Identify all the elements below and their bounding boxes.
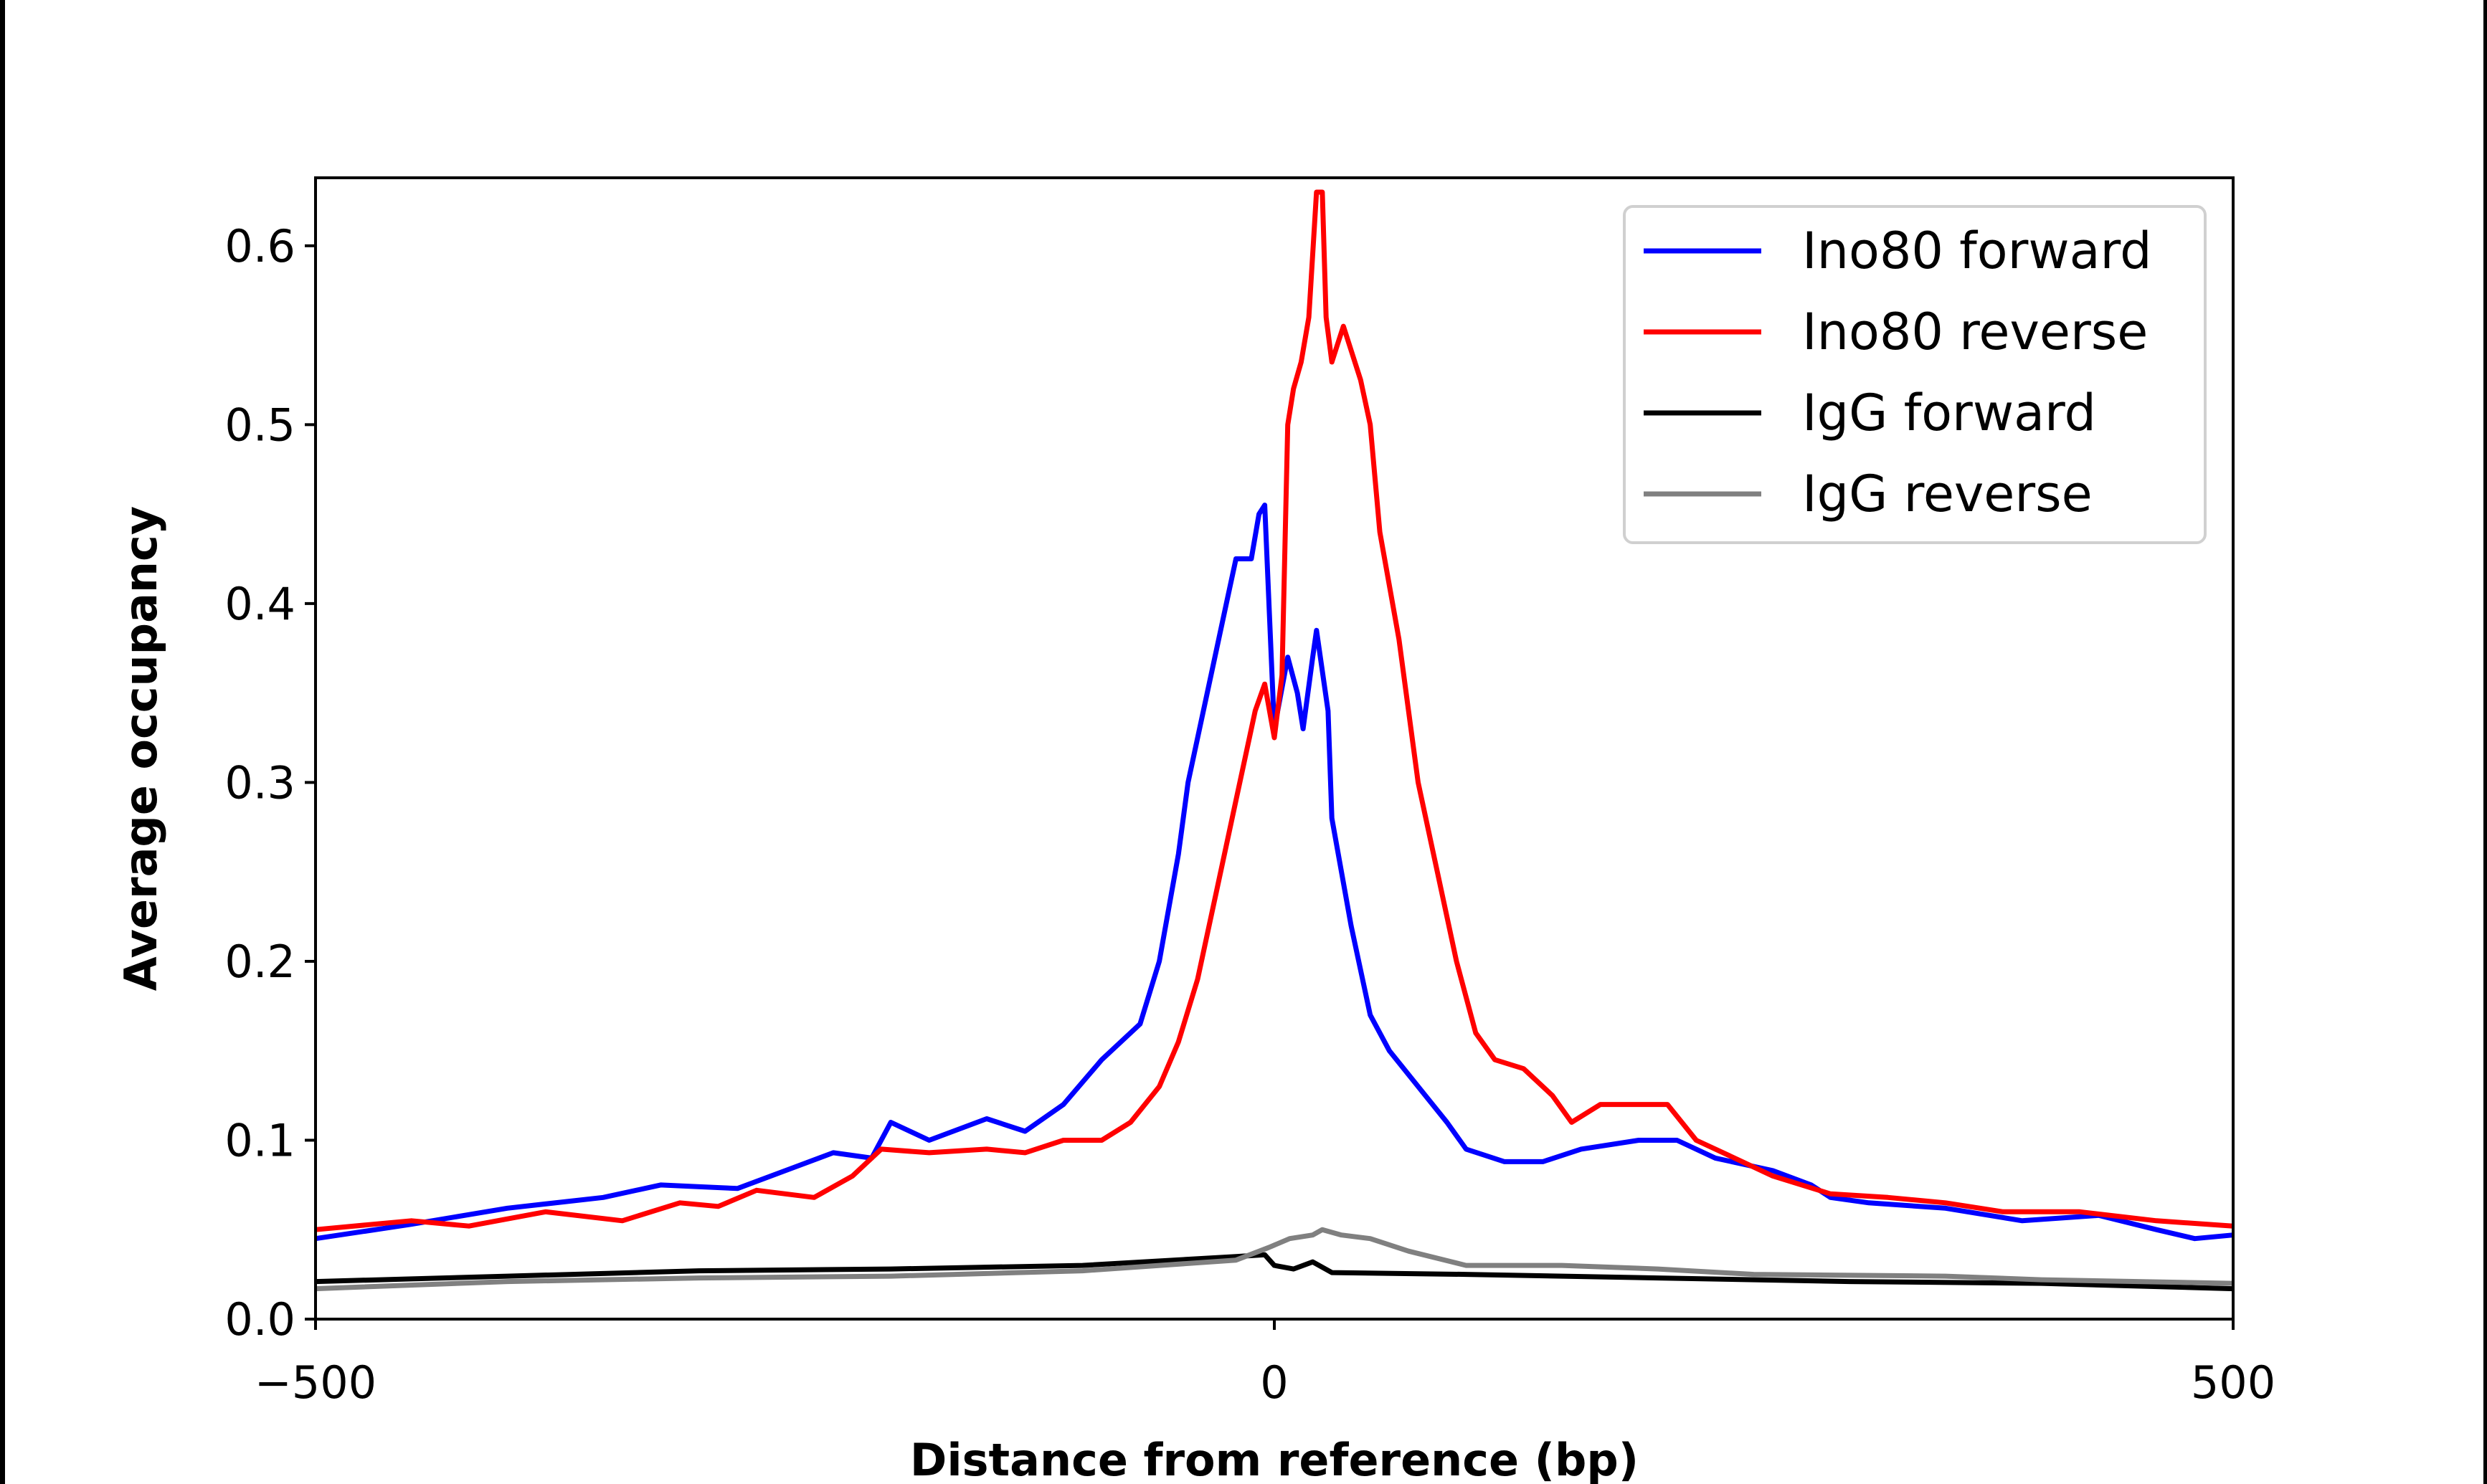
- legend-item: IgG reverse: [1644, 465, 2093, 523]
- y-tick-label: 0.3: [224, 756, 295, 809]
- y-axis: 0.0 0.1 0.2 0.3 0.4 0.5 0.6: [224, 220, 316, 1346]
- series-line-ino80-reverse: [315, 189, 2234, 1232]
- legend: Ino80 forward Ino80 reverse IgG forward IgG…: [1623, 205, 2207, 544]
- y-tick-label: 0.6: [224, 220, 295, 272]
- y-tick-label: 0.0: [224, 1293, 295, 1346]
- x-tick-label: −500: [255, 1356, 376, 1409]
- series-layer: [315, 189, 2234, 1292]
- x-tick-label: 500: [2191, 1356, 2275, 1409]
- x-tick-label: 0: [1260, 1356, 1288, 1409]
- series-line-ino80-forward: [315, 503, 2234, 1242]
- legend-label: Ino80 forward: [1802, 222, 2152, 280]
- legend-label: IgG forward: [1802, 384, 2096, 442]
- x-axis-label: Distance from reference (bp): [910, 1434, 1639, 1484]
- legend-item: IgG forward: [1644, 384, 2096, 442]
- legend-label: Ino80 reverse: [1802, 303, 2148, 361]
- series-line-igg-reverse: [315, 1227, 2234, 1292]
- y-tick-label: 0.2: [224, 936, 295, 988]
- x-axis: −500 0 500: [255, 1319, 2275, 1409]
- legend-item: Ino80 forward: [1644, 222, 2152, 280]
- legend-item: Ino80 reverse: [1644, 303, 2148, 361]
- y-axis-label: Average occupancy: [115, 506, 167, 991]
- legend-label: IgG reverse: [1802, 465, 2093, 523]
- legend-box: [1623, 205, 2207, 544]
- y-tick-label: 0.4: [224, 578, 295, 630]
- y-tick-label: 0.5: [224, 399, 295, 451]
- y-tick-label: 0.1: [224, 1114, 295, 1166]
- series-line-igg-forward: [315, 1252, 2234, 1292]
